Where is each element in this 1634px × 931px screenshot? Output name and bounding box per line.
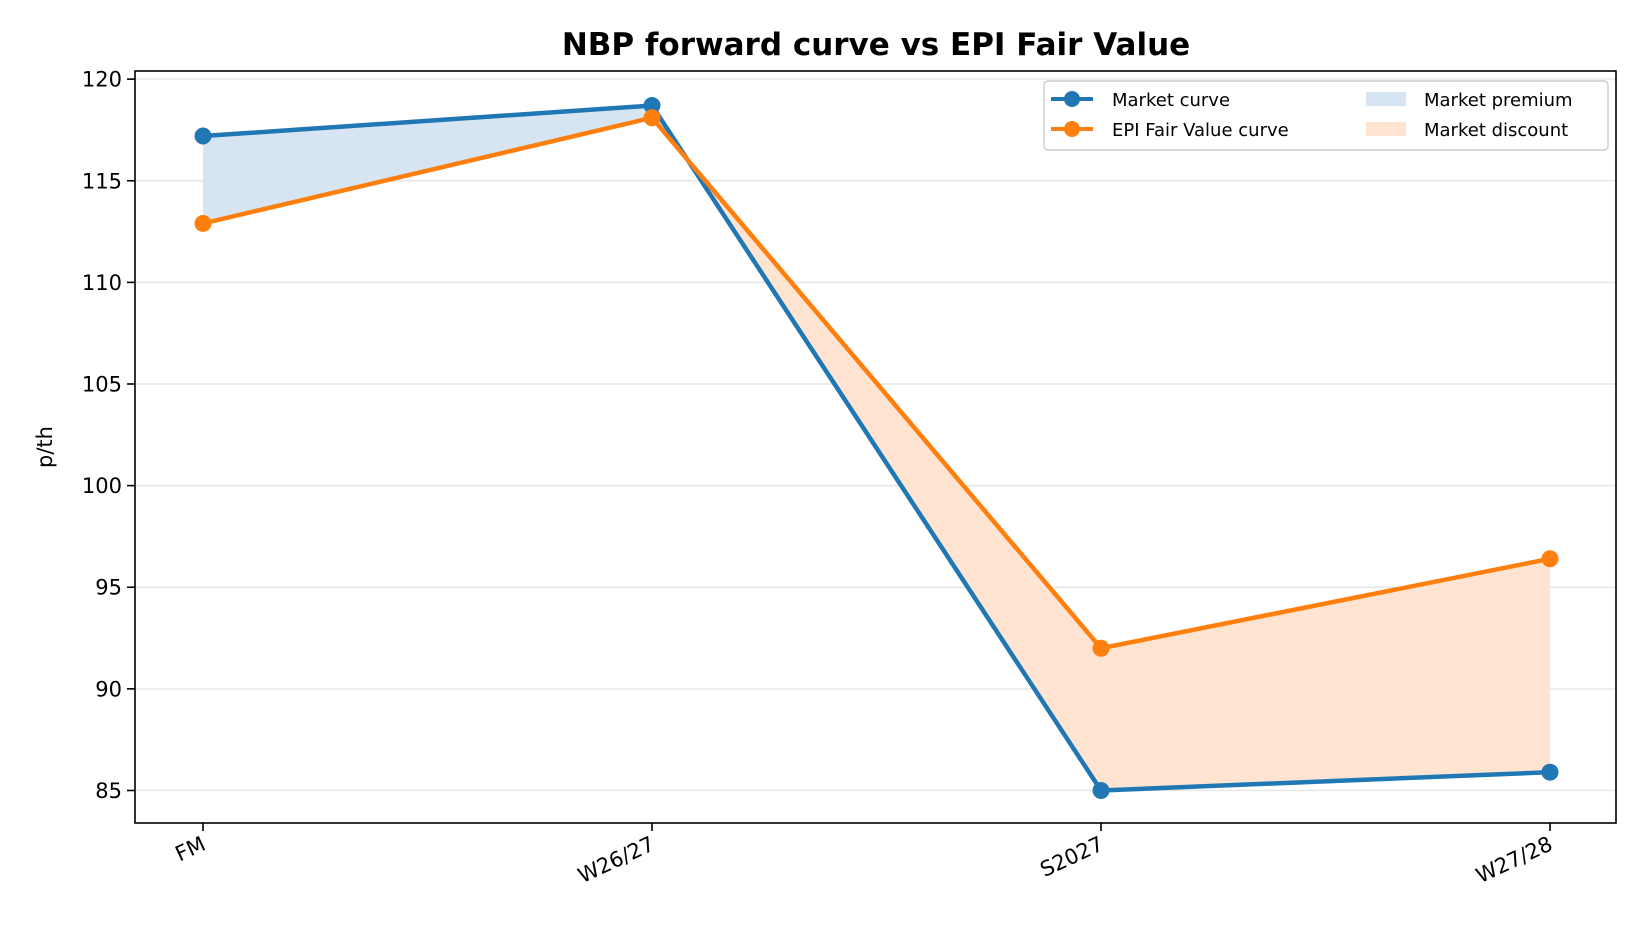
fair-value-curve-point-2 xyxy=(1092,639,1110,657)
chart-title: NBP forward curve vs EPI Fair Value xyxy=(562,27,1190,63)
fair-value-curve-point-0 xyxy=(194,214,212,232)
y-tick-label-85: 85 xyxy=(95,779,122,803)
legend-dot-fair-value-curve xyxy=(1064,121,1080,137)
x-tick-label-3: W27/28 xyxy=(1472,832,1556,888)
legend-label-market-discount: Market discount xyxy=(1424,120,1568,141)
series-layer xyxy=(194,97,1559,799)
legend-box xyxy=(1043,80,1609,151)
fair-value-curve-line xyxy=(202,115,1551,651)
market-curve-point-1 xyxy=(643,97,661,115)
market-curve-line xyxy=(202,103,1551,793)
market-curve-point-0 xyxy=(194,127,212,145)
x-axis: FM W26/27 S2027 W27/28 xyxy=(172,823,1556,888)
y-tick-label-120: 120 xyxy=(82,68,122,92)
fair-value-curve-point-3 xyxy=(1541,550,1559,568)
legend-dot-market-curve xyxy=(1064,91,1080,107)
y-tick-label-105: 105 xyxy=(82,372,122,396)
legend: Market curve EPI Fair Value curve Market… xyxy=(1043,80,1609,151)
y-tick-label-90: 90 xyxy=(95,677,122,701)
fair-value-curve-point-1 xyxy=(643,109,661,127)
legend-label-market-curve: Market curve xyxy=(1112,90,1230,111)
legend-swatch-market-discount xyxy=(1366,122,1406,136)
y-tick-label-115: 115 xyxy=(82,169,122,193)
legend-swatch-market-premium xyxy=(1366,92,1406,106)
x-tick-label-1: W26/27 xyxy=(574,832,658,888)
x-tick-label-0: FM xyxy=(172,832,210,867)
y-axis-label: p/th xyxy=(33,426,57,468)
y-tick-label-100: 100 xyxy=(82,474,122,498)
y-tick-label-110: 110 xyxy=(82,271,122,295)
market-curve-point-3 xyxy=(1541,763,1559,781)
discount-fill-2-0 xyxy=(1101,558,1550,791)
market-curve-point-2 xyxy=(1092,781,1110,799)
y-tick-label-95: 95 xyxy=(95,576,122,600)
plot-frame xyxy=(134,70,1617,824)
legend-label-fair-value-curve: EPI Fair Value curve xyxy=(1112,120,1289,141)
x-tick-label-2: S2027 xyxy=(1036,832,1107,882)
y-axis: 85 90 95 100 105 110 115 120 xyxy=(82,68,135,803)
premium-fill-0-0 xyxy=(203,105,652,224)
legend-label-market-premium: Market premium xyxy=(1424,90,1573,111)
